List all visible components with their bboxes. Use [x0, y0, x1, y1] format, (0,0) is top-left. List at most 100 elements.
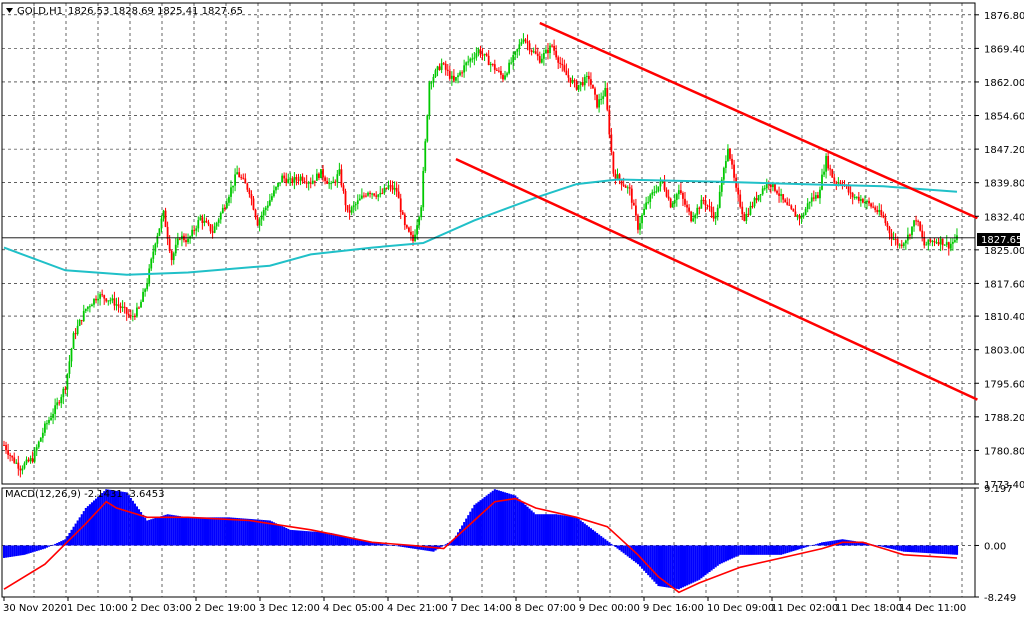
macd-bar: [238, 518, 241, 546]
candle-body: [428, 82, 431, 116]
macd-bar: [405, 545, 408, 548]
macd-bar: [142, 514, 145, 546]
candle-body: [389, 185, 392, 187]
macd-bar: [383, 544, 386, 546]
macd-bar: [352, 538, 355, 546]
candle-body: [93, 298, 95, 305]
macd-bar: [589, 528, 593, 546]
macd-bar: [565, 515, 568, 546]
macd-bar: [604, 539, 607, 546]
candle-body: [798, 215, 801, 219]
time-tick-label: 9 Dec 16:00: [643, 603, 704, 614]
macd-bar: [409, 545, 413, 549]
candle-body: [142, 291, 144, 302]
dropdown-triangle-icon[interactable]: [6, 8, 13, 13]
candle-body: [659, 181, 662, 187]
candle-body: [205, 220, 208, 223]
candle-body: [440, 63, 443, 70]
candle-body: [477, 49, 480, 54]
candle-body: [671, 203, 674, 208]
macd-bar: [671, 545, 674, 589]
candle-body: [892, 238, 895, 240]
candle-body: [416, 225, 418, 235]
candle-body: [117, 304, 120, 307]
symbol-label: GOLD,H1: [17, 6, 63, 17]
macd-bar: [215, 517, 218, 546]
candle-body: [708, 206, 711, 208]
macd-bar: [561, 515, 564, 546]
macd-bar: [326, 532, 329, 546]
macd-bar: [571, 516, 574, 546]
macd-bar: [712, 545, 715, 569]
macd-bar: [364, 540, 368, 546]
macd-bar: [305, 531, 308, 546]
channel-lower-line[interactable]: [455, 157, 978, 401]
candle-body: [442, 63, 445, 65]
candle-body: [947, 242, 950, 249]
candle-body: [256, 217, 259, 226]
macd-bar: [859, 542, 862, 546]
macd-bar: [442, 545, 445, 546]
candle-body: [91, 304, 93, 307]
candle-body: [191, 229, 194, 237]
macd-bar: [330, 532, 333, 546]
macd-bar: [923, 545, 926, 553]
macd-bar: [25, 545, 28, 555]
macd-bar: [256, 519, 259, 546]
macd-bar: [585, 525, 588, 546]
macd-bar: [900, 545, 903, 552]
macd-bar: [397, 545, 400, 547]
macd-bar: [913, 545, 916, 553]
macd-panel[interactable]: [1, 487, 976, 598]
candle-body: [258, 219, 261, 226]
macd-bar: [518, 499, 521, 546]
macd-bar: [898, 545, 901, 551]
macd-bar: [538, 514, 541, 546]
price-panel[interactable]: [1, 2, 978, 485]
candle-body: [299, 176, 302, 181]
macd-bar: [594, 531, 597, 546]
candle-body: [706, 205, 709, 207]
candle-body: [894, 238, 897, 240]
candle-body: [178, 238, 181, 240]
candle-body: [101, 294, 104, 296]
candle-body: [408, 227, 410, 232]
macd-bar: [549, 514, 552, 546]
macd-bar: [219, 517, 222, 546]
candle-body: [829, 168, 832, 170]
candle-body: [651, 192, 654, 195]
macd-bar: [771, 545, 775, 555]
price-tick-label: 1869.40: [984, 44, 1024, 55]
candle-body: [933, 240, 936, 243]
candle-body: [74, 333, 77, 335]
macd-bar: [225, 517, 229, 546]
macd-bar: [465, 518, 468, 546]
macd-bar: [80, 514, 83, 546]
time-tick-label: 2 Dec 19:00: [195, 603, 256, 614]
macd-bar: [375, 542, 378, 546]
macd-bar: [939, 545, 942, 554]
candle-body: [446, 69, 449, 71]
candle-body: [786, 202, 789, 205]
macd-bar: [414, 545, 417, 549]
candle-body: [401, 211, 404, 215]
channel-upper-line[interactable]: [539, 21, 978, 220]
candle-body: [733, 164, 735, 178]
macd-bar: [632, 545, 635, 562]
macd-bar: [829, 541, 832, 546]
macd-bar: [620, 545, 623, 552]
time-tick-label: 14 Dec 11:00: [899, 603, 966, 614]
macd-bar: [667, 545, 670, 588]
macd-bar: [524, 504, 527, 546]
candle-body: [136, 307, 138, 317]
candle-body: [62, 388, 65, 398]
candle-body: [226, 202, 228, 209]
macd-bar: [381, 543, 384, 546]
macd-bar: [92, 500, 96, 546]
candle-body: [823, 171, 825, 175]
macd-bar: [724, 545, 727, 562]
candle-body: [500, 70, 502, 75]
candle-body: [663, 181, 666, 190]
macd-bar: [919, 545, 922, 553]
